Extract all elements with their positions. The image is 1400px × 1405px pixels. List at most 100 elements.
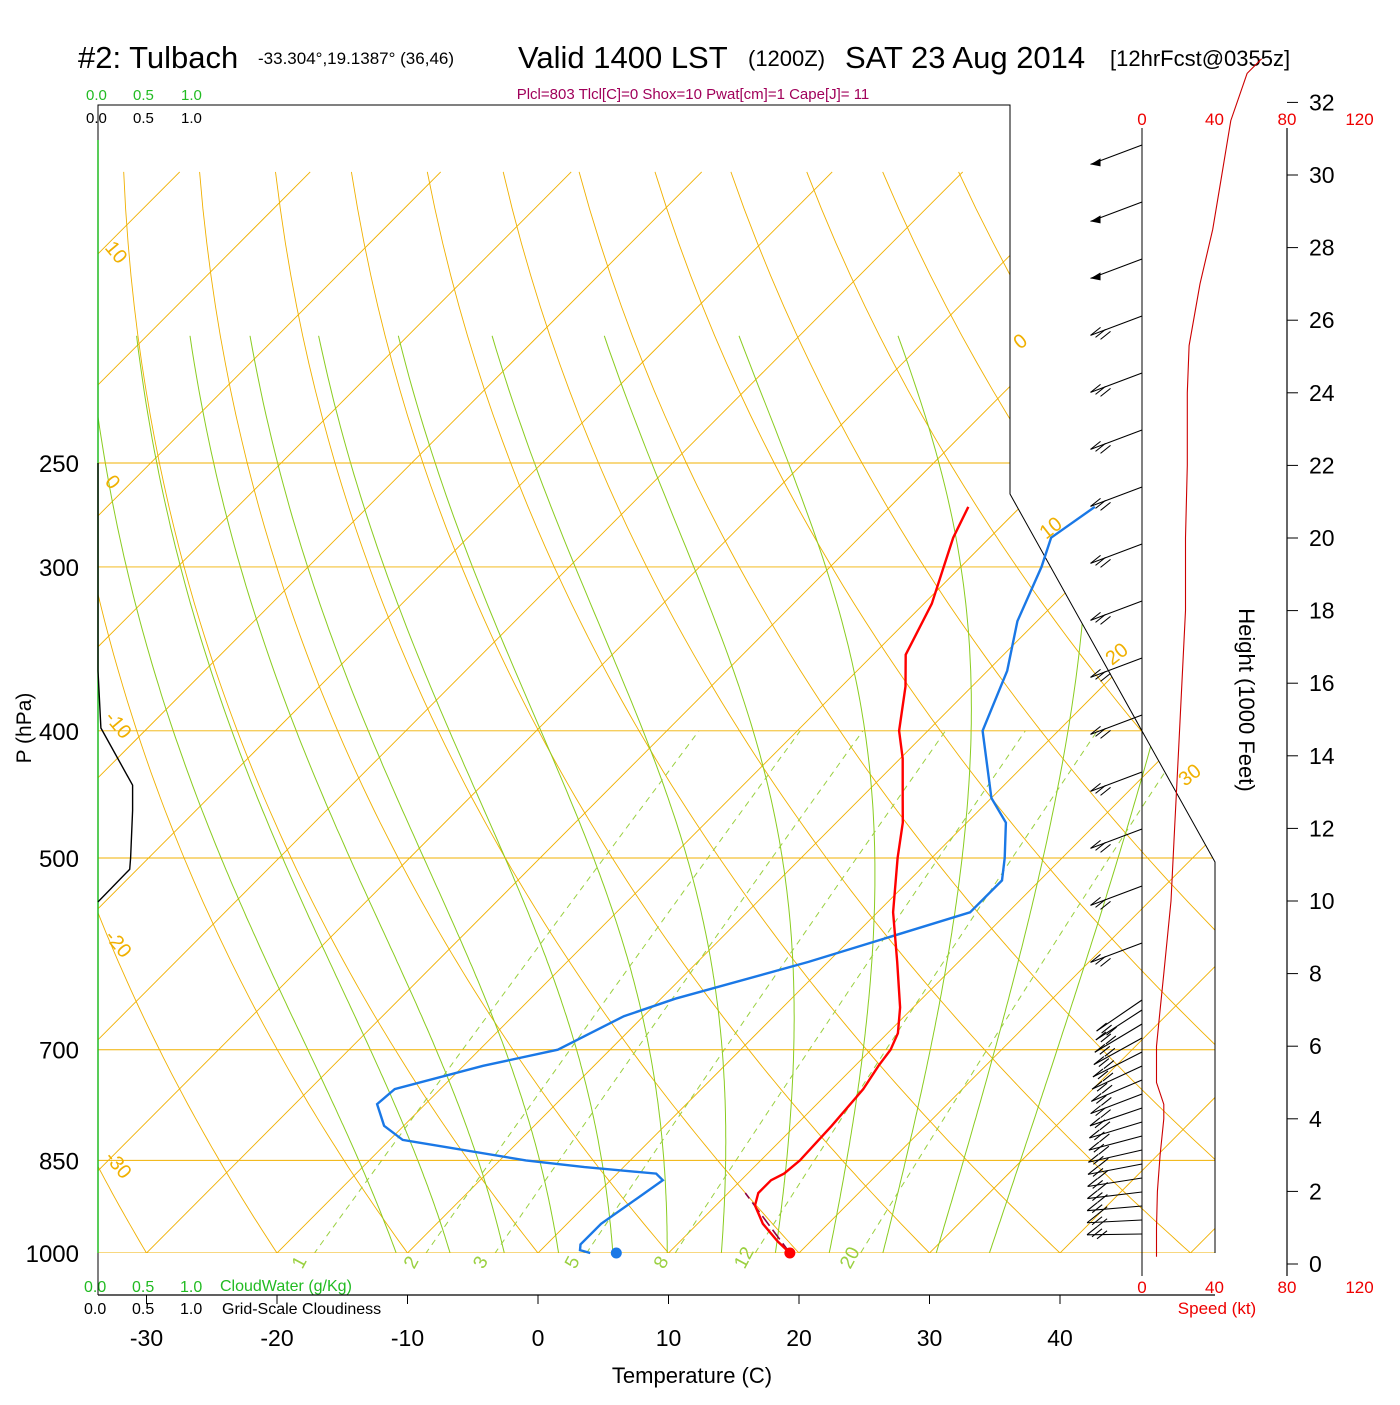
wind-barb bbox=[1091, 715, 1142, 738]
moist-adiabat bbox=[250, 336, 563, 1281]
dry-adiabat bbox=[731, 172, 1400, 1307]
speed-bottom-tick: 80 bbox=[1278, 1278, 1297, 1297]
wind-barb bbox=[1088, 1164, 1142, 1178]
wind-barb bbox=[1091, 259, 1142, 280]
moist-adiabat bbox=[319, 336, 615, 1281]
pressure-tick-label: 300 bbox=[39, 555, 79, 582]
dry-adiabat bbox=[276, 172, 851, 1307]
height-tick-label: 32 bbox=[1309, 89, 1335, 115]
height-tick-label: 0 bbox=[1309, 1251, 1322, 1277]
dry-adiabat bbox=[883, 172, 1400, 1307]
surface-dewpoint-marker bbox=[611, 1248, 622, 1259]
wind-barb bbox=[1088, 1150, 1142, 1166]
cloudiness-profile bbox=[98, 463, 133, 902]
bottom-cloudiness-label: Grid-Scale Cloudiness bbox=[222, 1301, 381, 1318]
wind-barb bbox=[1091, 772, 1142, 795]
title-valid: Valid 1400 LST bbox=[518, 40, 728, 75]
wind-barb bbox=[1091, 829, 1142, 852]
moist-adiabat bbox=[398, 336, 667, 1281]
pressure-tick-label: 250 bbox=[39, 451, 79, 478]
wind-barb bbox=[1091, 601, 1142, 624]
mixing-ratio-label: 3 bbox=[469, 1253, 493, 1272]
wind-barb bbox=[1087, 1215, 1142, 1227]
pressure-tick-label: 700 bbox=[39, 1038, 79, 1065]
wind-barb bbox=[1088, 1178, 1142, 1190]
mixing-ratio-line bbox=[738, 731, 1098, 1281]
temperature-trace bbox=[755, 507, 968, 1253]
mixing-ratio-label: 2 bbox=[400, 1253, 424, 1272]
title-date: SAT 23 Aug 2014 bbox=[845, 40, 1085, 75]
surface-temperature-marker bbox=[784, 1248, 795, 1259]
isotherm-label: 30 bbox=[1175, 760, 1206, 791]
bottom-cloudwater-label: CloudWater (g/Kg) bbox=[220, 1278, 352, 1295]
height-tick-label: 8 bbox=[1309, 961, 1322, 987]
temperature-tick-label: -30 bbox=[130, 1325, 163, 1351]
height-tick-label: 30 bbox=[1309, 162, 1335, 188]
wind-barb bbox=[1093, 1052, 1142, 1081]
y-axis-label: P (hPa) bbox=[13, 693, 36, 764]
speed-axis-label: Speed (kt) bbox=[1178, 1299, 1256, 1318]
height-tick-label: 2 bbox=[1309, 1178, 1322, 1204]
wind-barbs bbox=[1087, 145, 1142, 1239]
temperature-tick-label: 10 bbox=[656, 1325, 682, 1351]
temperature-tick-label: 0 bbox=[532, 1325, 545, 1351]
bottom-cloudwater-tick-2: 1.0 bbox=[180, 1279, 202, 1296]
temperature-tick-label: 40 bbox=[1047, 1325, 1073, 1351]
dry-adiabat bbox=[1035, 172, 1400, 1307]
bottom-cloudwater-scale: 0.0 0.5 1.0 CloudWater (g/Kg) bbox=[84, 1278, 352, 1296]
wind-barb bbox=[1097, 1000, 1142, 1035]
bottom-cloudiness-scale: 0.0 0.5 1.0 Grid-Scale Cloudiness bbox=[84, 1301, 381, 1318]
parcel-trace bbox=[745, 1193, 790, 1253]
wind-barb bbox=[1091, 202, 1142, 223]
top-cloudiness-ticks: 0.0 0.5 1.0 bbox=[86, 110, 202, 127]
isotherm bbox=[0, 172, 1093, 1307]
title-fcst: [12hrFcst@0355z] bbox=[1110, 46, 1290, 71]
wind-barb bbox=[1091, 316, 1142, 339]
speed-top-tick: 120 bbox=[1345, 110, 1373, 129]
wind-barb bbox=[1091, 487, 1142, 510]
height-tick-label: 26 bbox=[1309, 307, 1335, 333]
isotherm bbox=[1006, 172, 1400, 1307]
height-axis-label: Height (1000 Feet) bbox=[1234, 608, 1259, 791]
height-tick-label: 24 bbox=[1309, 380, 1335, 406]
temperature-tick-label: -20 bbox=[260, 1325, 293, 1351]
dry-adiabat bbox=[200, 172, 717, 1307]
isotherm-label: -30 bbox=[100, 1147, 135, 1183]
isotherm bbox=[614, 172, 1400, 1307]
mixing-ratio-lines bbox=[294, 731, 1191, 1281]
height-tick-label: 22 bbox=[1309, 452, 1335, 478]
mixing-ratio-label: 20 bbox=[836, 1244, 864, 1273]
isotherm bbox=[745, 172, 1400, 1307]
wind-barb bbox=[1091, 544, 1142, 567]
bottom-cloudiness-tick-2: 1.0 bbox=[180, 1301, 202, 1318]
isotherm bbox=[0, 172, 571, 1307]
height-tick-label: 20 bbox=[1309, 525, 1335, 551]
height-tick-label: 4 bbox=[1309, 1106, 1322, 1132]
isotherm bbox=[484, 172, 1400, 1307]
wind-barb bbox=[1089, 1122, 1142, 1142]
height-tick-label: 16 bbox=[1309, 670, 1335, 696]
temperature-tick-label: 20 bbox=[786, 1325, 812, 1351]
mixing-ratio-label: 8 bbox=[650, 1253, 674, 1272]
title-zulu: (1200Z) bbox=[748, 46, 825, 71]
isotherm bbox=[0, 172, 832, 1307]
speed-top-tick: 0 bbox=[1137, 110, 1146, 129]
dry-adiabat bbox=[351, 172, 984, 1307]
top-cloudwater-ticks: 0.0 0.5 1.0 bbox=[86, 87, 202, 104]
dewpoint-trace bbox=[377, 507, 1095, 1253]
dry-adiabat bbox=[124, 172, 583, 1307]
height-tick-label: 12 bbox=[1309, 815, 1335, 841]
title-coords: -33.304°,19.1387° (36,46) bbox=[258, 49, 454, 68]
temperature-tick-label: -10 bbox=[391, 1325, 424, 1351]
bottom-cloudwater-tick-0: 0.0 bbox=[84, 1279, 106, 1296]
isotherm-label: 20 bbox=[1102, 639, 1133, 670]
mixing-ratio-label: 5 bbox=[561, 1253, 585, 1272]
speed-bottom-tick: 120 bbox=[1345, 1278, 1373, 1297]
bottom-cloudwater-tick-1: 0.5 bbox=[132, 1279, 154, 1296]
